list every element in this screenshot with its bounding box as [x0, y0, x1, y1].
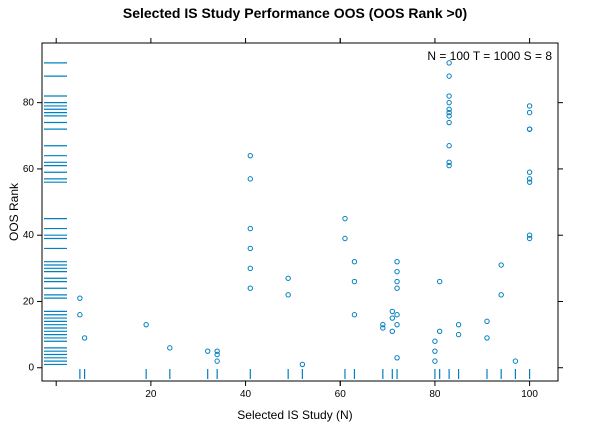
- data-point: [446, 113, 452, 119]
- data-point: [498, 262, 504, 268]
- data-point: [526, 103, 533, 109]
- data-point: [77, 295, 83, 301]
- data-point: [394, 278, 400, 285]
- x-tick-label: 80: [429, 389, 441, 400]
- data-point: [247, 225, 253, 232]
- data-point: [247, 265, 253, 272]
- data-points: [77, 60, 533, 368]
- data-point: [526, 169, 533, 175]
- data-point: [389, 315, 396, 321]
- y-tick-label: 80: [23, 98, 35, 109]
- data-point: [380, 321, 386, 328]
- data-point: [526, 179, 533, 185]
- data-point: [446, 93, 452, 99]
- data-point: [394, 259, 400, 265]
- data-point: [394, 321, 400, 328]
- data-point: [512, 358, 519, 364]
- x-axis-label: Selected IS Study (N): [237, 408, 352, 422]
- data-point: [143, 321, 149, 328]
- data-point: [526, 235, 533, 242]
- data-point: [394, 355, 400, 361]
- data-point: [351, 278, 358, 285]
- data-point: [526, 176, 533, 182]
- data-point: [455, 331, 462, 338]
- y-tick-label: 20: [23, 296, 35, 307]
- y-tick-label: 40: [23, 230, 35, 241]
- data-point: [204, 348, 211, 354]
- data-point: [389, 308, 396, 315]
- y-axis-ticks: 0 20 40 60 80: [23, 98, 563, 374]
- data-point: [394, 312, 400, 318]
- data-point: [436, 278, 443, 285]
- data-point: [81, 335, 88, 341]
- data-point: [285, 292, 291, 298]
- data-point: [342, 235, 348, 242]
- data-point: [436, 328, 443, 334]
- data-point: [455, 321, 462, 328]
- data-point: [342, 215, 348, 222]
- data-point: [446, 99, 452, 106]
- data-point: [285, 275, 291, 281]
- data-point: [498, 292, 504, 298]
- data-point: [214, 358, 220, 364]
- data-point: [526, 126, 533, 132]
- annotation-text: N = 100 T = 1000 S = 8: [427, 49, 552, 63]
- y-rug: [44, 62, 67, 366]
- data-point: [380, 325, 386, 331]
- y-tick-label: 0: [28, 363, 34, 374]
- data-point: [446, 162, 452, 169]
- data-point: [299, 361, 306, 368]
- data-point: [446, 106, 452, 112]
- data-point: [247, 245, 253, 252]
- data-point: [247, 285, 253, 291]
- data-point: [446, 60, 452, 66]
- data-point: [167, 345, 173, 351]
- plot-frame: [41, 42, 559, 382]
- x-tick-label: 60: [335, 389, 347, 400]
- data-point: [446, 73, 452, 79]
- data-point: [247, 176, 253, 182]
- data-point: [446, 109, 452, 116]
- x-axis-ticks: 20 40 60 80 100: [55, 38, 538, 400]
- data-point: [526, 232, 533, 238]
- data-point: [446, 143, 452, 149]
- data-point: [351, 259, 358, 265]
- y-tick-label: 60: [23, 164, 35, 175]
- data-point: [389, 328, 396, 334]
- data-point: [432, 358, 438, 364]
- data-point: [77, 312, 83, 318]
- data-point: [432, 348, 438, 354]
- x-tick-label: 40: [240, 389, 252, 400]
- data-point: [526, 109, 533, 116]
- data-point: [351, 312, 358, 318]
- data-point: [247, 152, 253, 159]
- data-point: [432, 338, 438, 344]
- data-point: [214, 351, 220, 358]
- x-tick-label: 100: [521, 389, 538, 400]
- data-point: [394, 268, 400, 275]
- x-tick-label: 20: [145, 389, 157, 400]
- data-point: [484, 335, 490, 341]
- x-rug: [79, 369, 531, 379]
- data-point: [446, 119, 452, 126]
- data-point: [394, 285, 400, 291]
- y-axis-label: OOS Rank: [7, 182, 21, 241]
- data-point: [214, 348, 220, 354]
- chart-title: Selected IS Study Performance OOS (OOS R…: [123, 5, 467, 21]
- data-point: [484, 318, 490, 325]
- data-point: [446, 159, 452, 165]
